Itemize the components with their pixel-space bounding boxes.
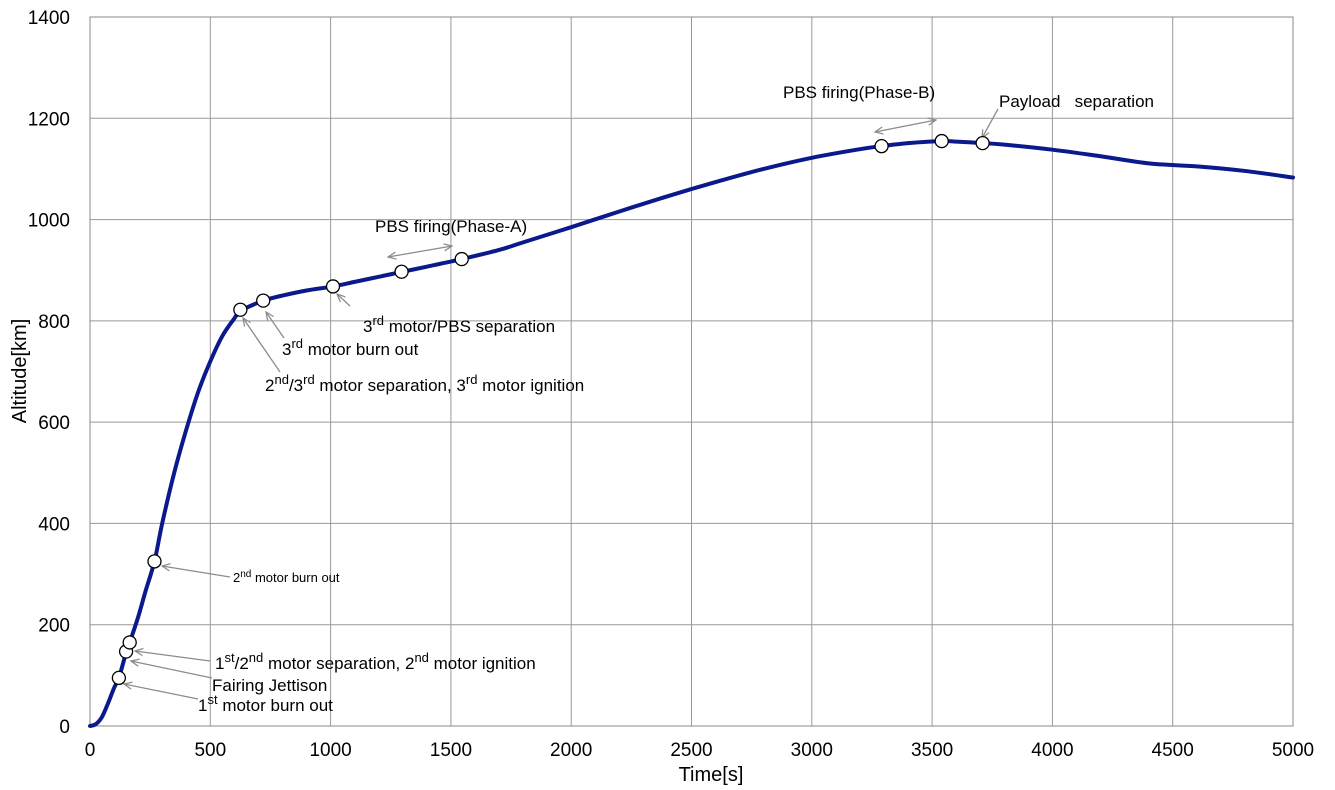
label-payload-text: Payload separation — [999, 92, 1154, 111]
arrow-3rd-pbs — [337, 294, 351, 307]
plot-frame — [89, 16, 1294, 727]
label-2nd-burn-text: motor burn out — [251, 570, 340, 585]
x-tick-label: 0 — [85, 740, 96, 761]
y-axis-title: Altitude[km] — [9, 319, 31, 423]
label-3rd-pbs-num: 3 — [363, 317, 372, 336]
annotation-arrows — [124, 108, 999, 700]
label-1st-burn-num: 1 — [198, 696, 207, 715]
event-marker — [934, 133, 949, 149]
y-tick-label: 1400 — [28, 8, 70, 29]
y-tick-label: 1200 — [28, 109, 70, 130]
label-1st-motor-burn-out: 1st motor burn out — [198, 692, 333, 715]
x-tick-label: 500 — [194, 740, 226, 761]
y-tick-label: 800 — [38, 312, 70, 333]
x-tick-label: 3000 — [791, 740, 833, 761]
label-3rd-motor-pbs-separation: 3rd motor/PBS separation — [363, 313, 555, 336]
label-2nd-3rd-separation: 2nd/3rd motor separation, 3rd motor igni… — [265, 372, 584, 395]
label-3rd-burn-text: motor burn out — [303, 340, 419, 359]
label-1st-burn-sup: st — [207, 692, 218, 707]
event-marker — [325, 279, 341, 294]
x-tick-label: 1000 — [309, 740, 351, 761]
event-marker — [454, 251, 469, 267]
label-pbs-firing-b: PBS firing(Phase-B) — [783, 83, 935, 102]
event-marker — [147, 554, 162, 569]
x-tick-label: 4000 — [1031, 740, 1073, 761]
label-23-b: /3 — [289, 376, 303, 395]
label-12-d: motor ignition — [429, 654, 536, 673]
event-marker — [394, 264, 409, 279]
arrow-1st-2nd-sep — [135, 651, 211, 662]
arrow-pbs-b — [875, 120, 936, 132]
x-tick-label: 5000 — [1272, 740, 1314, 761]
series-line-altitude — [88, 139, 1295, 728]
x-tick-label: 3500 — [911, 740, 953, 761]
label-12-c-sup: nd — [414, 650, 428, 665]
event-marker — [256, 293, 271, 308]
x-tick-label: 2500 — [670, 740, 712, 761]
label-23-a-sup: nd — [274, 372, 288, 387]
y-tick-label: 200 — [38, 616, 70, 637]
label-23-a: 2 — [265, 376, 274, 395]
x-tick-label: 1500 — [430, 740, 472, 761]
label-23-b-sup: rd — [303, 372, 315, 387]
label-12-a-sup: st — [224, 650, 235, 665]
label-2nd-burn-num: 2 — [233, 570, 240, 585]
arrow-3rd-burn — [266, 312, 285, 339]
y-tick-label: 400 — [38, 514, 70, 535]
arrow-payload — [982, 108, 999, 138]
event-marker — [975, 135, 990, 151]
arrow-fairing — [131, 661, 213, 679]
label-1st-burn-text: motor burn out — [218, 696, 334, 715]
event-marker — [122, 635, 137, 650]
label-3rd-pbs-sup: rd — [372, 313, 384, 328]
arrow-1st-burn — [124, 684, 199, 700]
label-payload-separation: Payload separation — [999, 92, 1154, 111]
label-1st-2nd-separation: 1st/2nd motor separation, 2nd motor igni… — [215, 650, 536, 673]
label-12-c: motor separation, 2 — [263, 654, 414, 673]
label-23-c: motor separation, 3 — [315, 376, 466, 395]
label-2nd-burn-sup: nd — [240, 569, 251, 580]
label-3rd-burn-num: 3 — [282, 340, 291, 359]
y-tick-label: 1000 — [28, 211, 70, 232]
y-tick-label: 0 — [59, 717, 70, 738]
arrow-2nd-3rd-sep — [243, 318, 281, 373]
y-tick-label: 600 — [38, 413, 70, 434]
label-2nd-motor-burn-out: 2nd motor burn out — [233, 569, 340, 585]
label-3rd-burn-sup: rd — [291, 336, 303, 351]
label-23-c-sup: rd — [466, 372, 478, 387]
event-marker — [233, 302, 248, 317]
label-12-b-sup: nd — [249, 650, 263, 665]
event-markers — [111, 133, 990, 686]
event-marker — [874, 138, 889, 154]
annotation-labels: PBS firing(Phase-A) PBS firing(Phase-B) … — [198, 83, 1154, 715]
arrow-pbs-a — [388, 246, 452, 257]
arrow-2nd-burn — [162, 566, 231, 578]
label-3rd-motor-burn-out: 3rd motor burn out — [282, 336, 419, 359]
grid-lines — [89, 16, 1294, 727]
axis-ticks: 0 500 1000 1500 2000 2500 3000 3500 4000 4500 5000… — [28, 8, 1314, 761]
label-pbs-firing-a: PBS firing(Phase-A) — [375, 217, 527, 236]
label-23-d: motor ignition — [477, 376, 584, 395]
x-axis-title: Time[s] — [679, 764, 744, 786]
label-fairing-jettison: Fairing Jettison — [212, 676, 327, 695]
label-3rd-pbs-text: motor/PBS separation — [384, 317, 555, 336]
x-tick-label: 4500 — [1152, 740, 1194, 761]
label-12-b: /2 — [235, 654, 249, 673]
x-tick-label: 2000 — [550, 740, 592, 761]
event-marker — [111, 670, 127, 686]
label-12-a: 1 — [215, 654, 224, 673]
